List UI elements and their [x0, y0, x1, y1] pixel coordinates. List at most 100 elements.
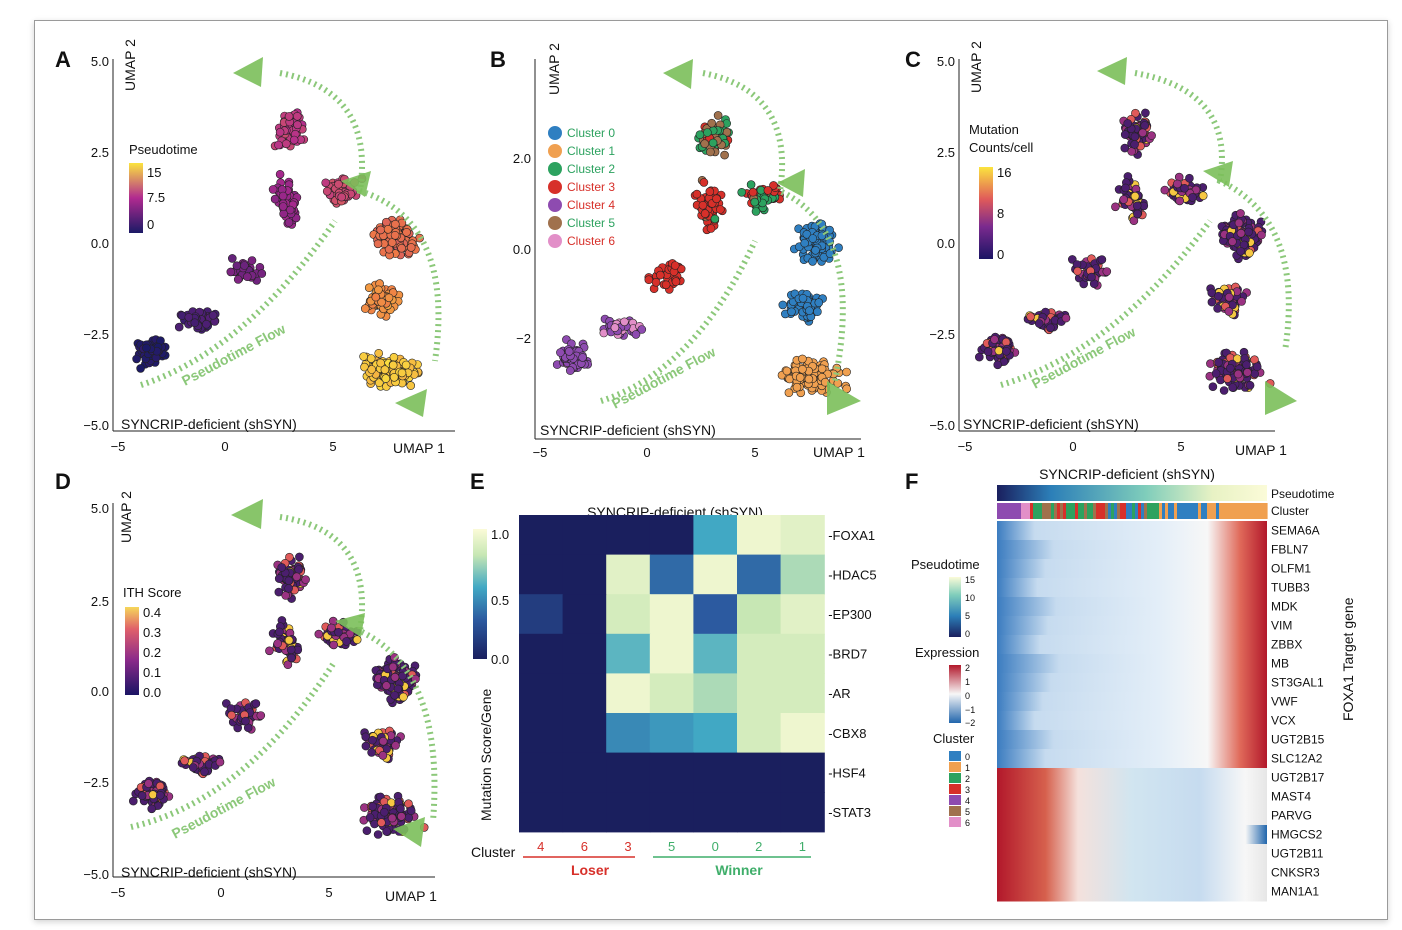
- legend-swatch: [949, 795, 961, 805]
- cell-point: [1207, 297, 1217, 307]
- legend-tick: 15: [147, 165, 161, 180]
- cell-point: [1127, 147, 1136, 156]
- cell-point: [274, 140, 283, 150]
- cell-point: [699, 178, 709, 187]
- gene-labels: SEMA6A FBLN7 OLFM1 TUBB3 MDK VIM ZBBX MB ST3GAL1…: [1271, 524, 1325, 899]
- legend-item: 4: [965, 796, 970, 806]
- cell-point: [282, 139, 291, 149]
- heatmap-row-label: -BRD7: [828, 647, 867, 662]
- panel-label-e: E: [470, 469, 485, 494]
- legend-cluster-title: Cluster: [933, 731, 975, 746]
- cell-point: [804, 374, 814, 384]
- cell-point: [277, 563, 286, 572]
- y-tick-label: 5.0: [91, 501, 109, 516]
- cell-point: [397, 368, 407, 378]
- cell-point: [156, 790, 165, 800]
- cell-point: [994, 346, 1004, 356]
- cell-point: [279, 209, 288, 219]
- cell-point: [792, 382, 802, 392]
- legend-tick: 15: [965, 575, 975, 585]
- cell-point: [228, 254, 237, 263]
- flow-arrowhead: [395, 389, 427, 417]
- cell-point: [748, 187, 758, 197]
- legend-tick: 0.4: [143, 605, 161, 620]
- cell-point: [362, 826, 372, 836]
- legend-title: ITH Score: [123, 585, 182, 600]
- cell-point: [226, 267, 236, 277]
- x-tick-label: 0: [1069, 439, 1076, 454]
- cell-point: [278, 191, 288, 201]
- heatmap-cell: [519, 515, 564, 556]
- cell-point: [374, 348, 384, 358]
- legend-item: 5: [965, 807, 970, 817]
- cell-point: [1026, 312, 1035, 322]
- flow-arrowhead: [1097, 57, 1127, 85]
- legend-colorbar: [129, 163, 143, 233]
- cell-point: [1120, 130, 1130, 139]
- cell-point: [1228, 237, 1237, 246]
- cell-point: [1224, 307, 1234, 316]
- gene-label: MAN1A1: [1271, 885, 1319, 899]
- cell-point: [275, 127, 285, 137]
- heatmap-cell: [780, 633, 825, 674]
- cell-point: [1237, 297, 1246, 306]
- cell-point: [390, 231, 400, 240]
- heatmap-cell: [693, 594, 738, 635]
- cell-point: [1119, 195, 1128, 204]
- cell-point: [275, 170, 285, 179]
- cell-point: [787, 307, 796, 317]
- heatmap-column-label: 0: [712, 839, 719, 854]
- expression-row: [997, 730, 1267, 750]
- cell-point: [321, 178, 331, 188]
- legend-tick: 0: [997, 247, 1004, 262]
- heatmap-row-label: -HSF4: [828, 765, 866, 780]
- heatmap-cell: [519, 792, 564, 833]
- cell-point: [360, 803, 369, 812]
- loser-group-label: Loser: [571, 862, 610, 878]
- x-axis-label: UMAP 1: [393, 440, 445, 456]
- cell-point: [180, 756, 189, 766]
- cell-point: [716, 205, 725, 214]
- cell-point: [380, 365, 390, 375]
- cell-point: [241, 716, 250, 726]
- heatmap-cell: [737, 633, 782, 674]
- cell-point: [637, 325, 647, 334]
- legend-item: Cluster 6: [567, 234, 615, 248]
- heatmap-cell: [606, 515, 651, 556]
- gene-label: ZBBX: [1271, 638, 1302, 652]
- cell-point: [692, 189, 702, 199]
- heatmap-cell: [519, 594, 564, 635]
- cell-point: [129, 796, 138, 806]
- cell-point: [1234, 218, 1244, 228]
- heatmap-cell: [562, 554, 607, 595]
- y-axis-label: UMAP 2: [122, 39, 138, 91]
- y-tick-label: −5.0: [83, 418, 109, 433]
- cell-point: [227, 710, 236, 720]
- cell-point: [811, 246, 820, 255]
- cell-point: [377, 297, 386, 307]
- heatmap-cell: [649, 752, 694, 793]
- heatmap-cell: [519, 633, 564, 674]
- cell-point: [379, 807, 389, 817]
- cell-point: [1242, 360, 1251, 370]
- heatmap-column-label: 1: [799, 839, 806, 854]
- legend-tick: 8: [997, 206, 1004, 221]
- cell-point: [1001, 346, 1011, 356]
- cell-point: [374, 285, 383, 295]
- heatmap-cell: [562, 792, 607, 833]
- cell-point: [808, 257, 817, 266]
- cell-point: [294, 565, 304, 574]
- expression-row: [997, 882, 1267, 902]
- cell-point: [708, 138, 718, 148]
- figure-frame: A B C D E F 5.0 2.5 0.0 −2.5 −5.0 −5 0 5…: [34, 20, 1388, 920]
- gene-label: FBLN7: [1271, 543, 1309, 557]
- cell-point: [334, 179, 343, 189]
- legend-swatch: [548, 216, 562, 230]
- legend-pseudotime-bar: [949, 577, 961, 637]
- legend-tick: 0.3: [143, 625, 161, 640]
- colorbar-tick: 0.5: [491, 593, 509, 608]
- expression-row: [997, 787, 1267, 807]
- legend-expression-title: Expression: [915, 645, 979, 660]
- expression-row: [997, 654, 1267, 674]
- cell-point: [825, 249, 835, 258]
